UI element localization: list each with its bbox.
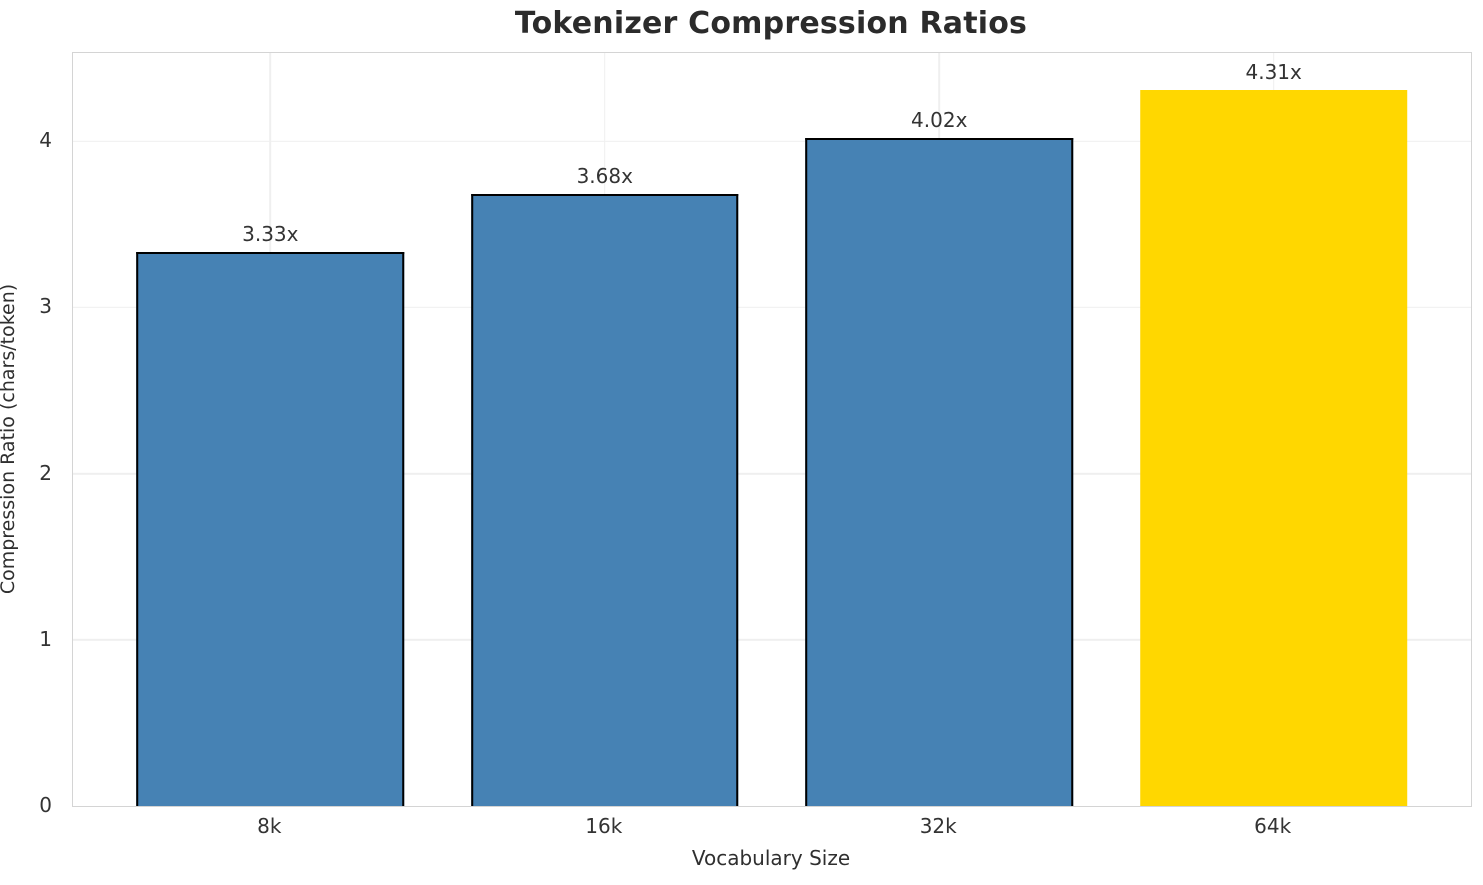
x-tick-label: 64k <box>1254 814 1292 838</box>
bar-value-label: 4.02x <box>911 107 968 132</box>
x-tick-label: 32k <box>919 814 957 838</box>
bar-value-label: 3.68x <box>576 164 633 189</box>
x-tick-label: 8k <box>257 814 282 838</box>
y-tick-label: 2 <box>39 460 52 485</box>
x-axis-label: Vocabulary Size <box>691 846 851 870</box>
bar-16k <box>470 194 739 806</box>
horizontal-gridline <box>73 638 1471 641</box>
bar-value-label: 4.31x <box>1245 59 1302 84</box>
y-tick-labels: 0 1 2 3 4 <box>0 52 62 817</box>
y-tick-label: 3 <box>39 294 52 319</box>
y-tick-label: 1 <box>39 626 52 651</box>
bar-32k <box>805 137 1073 806</box>
bar-value-label: 3.33x <box>242 222 299 247</box>
y-tick-label: 4 <box>39 128 52 153</box>
chart-title: Tokenizer Compression Ratios <box>514 6 1028 41</box>
x-tick-labels: 8k 16k 32k 64k <box>72 814 1470 842</box>
plot-area: 3.33x 3.68x 4.02x 4.31x <box>72 52 1472 807</box>
horizontal-gridline <box>73 306 1471 309</box>
horizontal-gridline <box>73 140 1471 142</box>
horizontal-gridline <box>73 472 1471 475</box>
bar-8k <box>136 252 405 806</box>
bar-64k <box>1139 89 1408 806</box>
x-tick-label: 16k <box>585 814 623 838</box>
y-tick-label: 0 <box>39 793 52 817</box>
